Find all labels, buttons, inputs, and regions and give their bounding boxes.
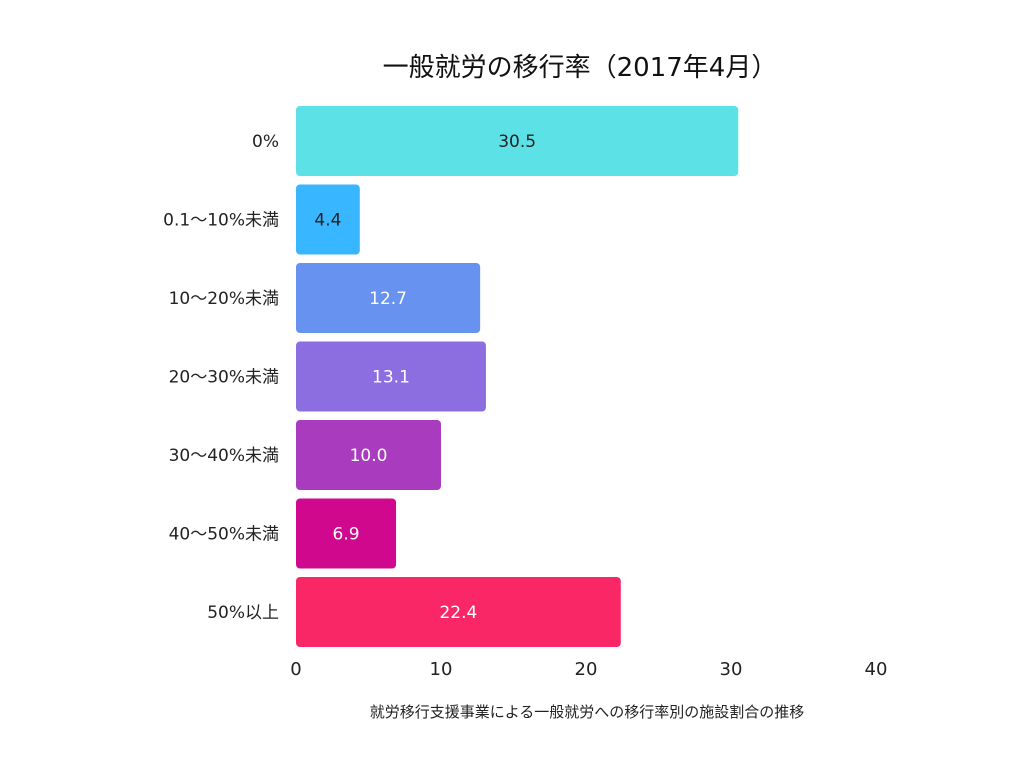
category-label-2: 10〜20%未満 xyxy=(169,289,279,309)
x-tick-label-1: 10 xyxy=(430,659,453,680)
value-label-0: 30.5 xyxy=(498,132,536,152)
value-label-4: 10.0 xyxy=(350,446,388,466)
bar-2 xyxy=(296,263,481,333)
category-label-3: 20〜30%未満 xyxy=(169,368,279,388)
category-label-4: 30〜40%未満 xyxy=(169,446,279,466)
value-label-3: 13.1 xyxy=(372,368,410,388)
category-labels: 0% 0.1〜10%未満 10〜20%未満 20〜30%未満 30〜40%未満 40〜50… xyxy=(163,132,279,623)
bar-1 xyxy=(296,184,360,255)
x-axis-title: 就労移行支援事業による一般就労への移行率別の施設割合の推移 xyxy=(370,703,805,721)
category-label-1: 0.1〜10%未満 xyxy=(163,211,279,231)
category-label-6: 50%以上 xyxy=(207,603,279,623)
bar-6 xyxy=(296,577,621,647)
value-label-2: 12.7 xyxy=(369,289,407,309)
value-labels: 30.5 4.4 12.7 13.1 10.0 6.9 22.4 xyxy=(314,132,536,623)
bar-0 xyxy=(296,106,739,176)
category-label-5: 40〜50%未満 xyxy=(169,525,279,545)
x-tick-label-0: 0 xyxy=(290,659,301,680)
value-label-1: 4.4 xyxy=(314,211,341,231)
x-tick-label-2: 20 xyxy=(575,659,598,680)
value-label-6: 22.4 xyxy=(439,603,477,623)
bar-3 xyxy=(296,341,486,412)
bar-4 xyxy=(296,420,441,490)
bar-5 xyxy=(296,498,397,569)
chart-title: 一般就労の移行率（2017年4月） xyxy=(383,53,778,83)
bars-layer xyxy=(296,106,739,647)
x-axis-ticks: 0 10 20 30 40 xyxy=(290,659,887,680)
category-label-0: 0% xyxy=(252,132,279,152)
value-label-5: 6.9 xyxy=(333,525,360,545)
x-tick-label-3: 30 xyxy=(720,659,743,680)
x-tick-label-4: 40 xyxy=(865,659,888,680)
